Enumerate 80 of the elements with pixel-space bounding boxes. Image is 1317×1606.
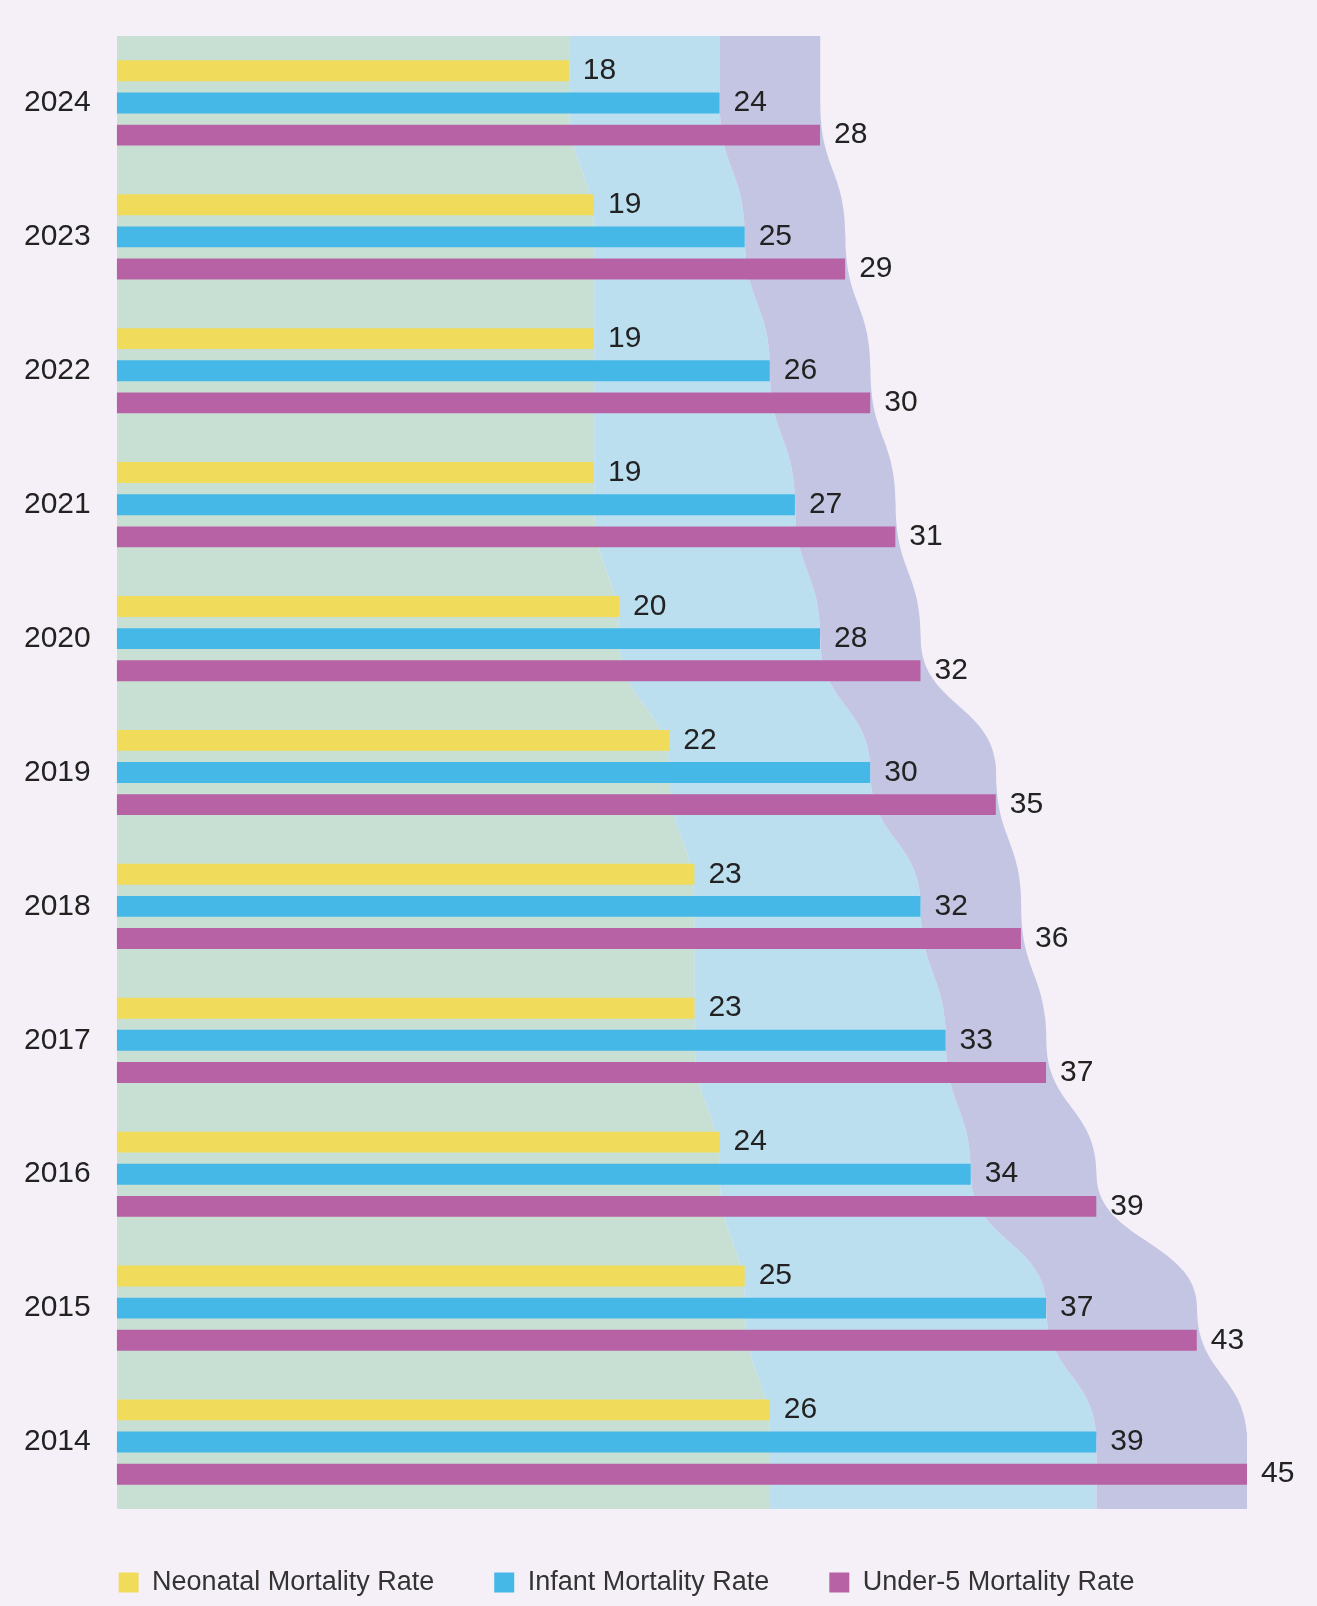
bar [116,1297,1047,1319]
bar [116,1029,946,1051]
y-tick-label: 2014 [23,1423,91,1457]
y-tick-label: 2023 [23,218,91,252]
bar [116,60,569,82]
bar [116,1062,1047,1083]
data-label: 34 [984,1155,1019,1189]
data-label: 30 [884,384,918,418]
bar [116,660,921,682]
bar [116,360,770,382]
y-tick-label: 2016 [23,1155,91,1189]
bar [116,1463,1247,1485]
data-label: 30 [884,753,918,787]
bar [116,1131,720,1153]
bar [116,628,821,650]
bar [116,596,620,617]
data-label: 24 [733,1123,767,1157]
data-label: 26 [783,352,818,386]
bar [116,928,1021,949]
bar [116,194,594,216]
data-label: 19 [607,185,642,219]
y-tick-label: 2017 [23,1021,91,1055]
data-label: 39 [1110,1423,1144,1457]
data-label: 37 [1060,1289,1094,1323]
legend-label: Neonatal Mortality Rate [152,1565,435,1596]
legend-label: Infant Mortality Rate [527,1565,770,1596]
bar [116,1195,1097,1217]
bar [116,392,871,414]
bar [116,124,821,146]
data-label: 18 [582,52,617,86]
bar [116,494,795,516]
data-label: 26 [783,1391,818,1425]
legend-label: Under-5 Mortality Rate [862,1565,1135,1596]
y-tick-label: 2018 [23,887,91,921]
bar [116,258,846,280]
data-label: 23 [708,855,742,889]
data-label: 45 [1261,1455,1295,1489]
data-label: 27 [808,485,843,519]
data-label: 28 [834,619,868,653]
y-tick-label: 2022 [23,352,91,386]
data-label: 43 [1210,1321,1245,1355]
bar [116,462,594,483]
data-label: 35 [1009,785,1044,819]
data-label: 19 [607,453,642,487]
bar [116,1399,770,1421]
data-label: 37 [1060,1053,1094,1087]
bar [116,762,871,783]
y-tick-label: 2021 [23,485,91,519]
y-tick-label: 2020 [23,619,91,653]
data-label: 23 [708,989,742,1023]
data-label: 39 [1110,1187,1144,1221]
bar [116,526,896,548]
data-label: 25 [758,1257,793,1291]
data-label: 19 [607,319,642,353]
data-label: 32 [934,651,968,685]
data-label: 29 [859,250,893,284]
data-label: 20 [633,587,667,621]
bar [116,226,745,248]
bar [116,1431,1097,1453]
bar [116,1329,1197,1351]
bar [116,1265,745,1287]
bar [116,997,695,1019]
y-tick-label: 2019 [23,753,91,787]
bar [116,328,594,350]
data-label: 31 [909,518,943,552]
data-label: 32 [934,887,968,921]
data-label: 22 [683,721,717,755]
bar [116,92,720,114]
bar [116,895,921,917]
data-label: 24 [733,84,767,118]
bar [116,729,670,751]
data-label: 33 [959,1021,993,1055]
bar [116,794,996,816]
data-label: 25 [758,218,793,252]
y-tick-label: 2024 [23,84,91,118]
y-tick-label: 2015 [23,1289,91,1323]
bar [116,1163,971,1185]
data-label: 36 [1034,919,1069,953]
data-label: 28 [834,116,868,150]
bar [116,863,695,885]
